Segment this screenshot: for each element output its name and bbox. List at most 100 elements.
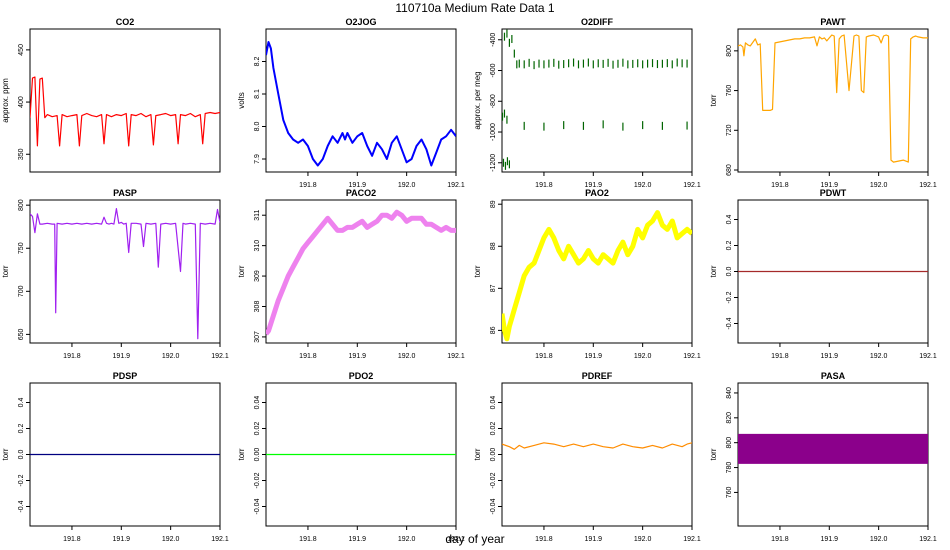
data-area (502, 29, 688, 170)
x-tick-label: 192.0 (634, 353, 652, 360)
plot-frame (265, 28, 457, 173)
panel-title: CO2 (116, 17, 135, 27)
panel-title: O2DIFF (581, 17, 614, 27)
y-tick-label: 720 (726, 124, 733, 136)
y-axis-label: torr (1, 265, 10, 277)
panel-title: PDREF (582, 371, 613, 381)
y-tick-label: 450 (18, 44, 25, 56)
panel-pdo2: PDO2 torr -0.04 -0.02 0.00 0.02 0.04 191.8 191.9… (237, 371, 465, 543)
y-tick-label: 0.02 (490, 422, 497, 436)
y-tick-label: 800 (726, 437, 733, 449)
x-tick-label: 191.9 (349, 353, 367, 360)
y-tick-label: 311 (254, 210, 261, 221)
series-line-0 (30, 76, 220, 147)
panel-title: PACO2 (346, 188, 376, 198)
y-axis-label: torr (237, 265, 246, 277)
y-axis-label: torr (473, 448, 482, 460)
x-tick-label: 192.1 (211, 536, 229, 543)
y-tick-label: 820 (726, 412, 733, 424)
panel-pasp: PASP torr 650 700 750 800 191.8 191.9 192.0 192.1 (1, 188, 229, 360)
x-tick-label: 192.1 (919, 353, 937, 360)
x-tick-label: 191.8 (771, 182, 789, 189)
y-tick-label: -1200 (490, 154, 497, 172)
panel-pdsp: PDSP torr -0.4 -0.2 0.0 0.2 0.4 191.8 191.9 192.0… (1, 371, 229, 543)
x-tick-label: 191.8 (535, 182, 553, 189)
plot-frame (501, 28, 693, 173)
panel-paco2: PACO2 torr 307 308 309 310 311 191.8 191.9 192.0 1… (237, 188, 465, 360)
y-tick-label: -0.4 (726, 317, 733, 329)
x-tick-label: 191.9 (821, 536, 839, 543)
series-line-0 (502, 442, 692, 450)
x-tick-label: 192.0 (634, 182, 652, 189)
x-tick-label: 192.1 (211, 353, 229, 360)
y-tick-label: 840 (726, 387, 733, 399)
x-tick-label: 192.0 (398, 536, 416, 543)
x-tick-label: 192.1 (447, 182, 465, 189)
y-tick-label: 780 (726, 462, 733, 474)
y-tick-label: -600 (490, 63, 497, 77)
plot-frame (501, 382, 693, 527)
x-tick-label: 191.9 (585, 353, 603, 360)
y-tick-label: 8.2 (254, 57, 261, 67)
y-tick-label: -0.02 (254, 472, 261, 488)
x-tick-label: 192.0 (870, 182, 888, 189)
data-area (30, 76, 220, 147)
y-tick-label: 309 (254, 270, 261, 282)
x-tick-label: 192.1 (919, 536, 937, 543)
y-axis-label: approx. ppm (1, 78, 10, 123)
y-axis-label: torr (709, 448, 718, 460)
data-area (502, 210, 692, 342)
y-tick-label: 0.0 (18, 450, 25, 460)
x-tick-label: 192.1 (683, 353, 701, 360)
x-axis-label: day of year (445, 532, 505, 546)
y-tick-label: -0.2 (18, 474, 25, 486)
y-tick-label: -1000 (490, 123, 497, 141)
panel-title: PDO2 (349, 371, 374, 381)
x-tick-label: 191.8 (299, 182, 317, 189)
y-tick-label: 650 (18, 328, 25, 340)
y-tick-label: 0.0 (726, 267, 733, 277)
y-tick-label: 8.1 (254, 89, 261, 99)
y-tick-label: 800 (18, 199, 25, 211)
y-tick-label: 308 (254, 301, 261, 313)
panel-pdref: PDREF torr -0.04 -0.02 0.00 0.02 0.04 191.8 191.… (473, 371, 701, 543)
y-axis-label: volts (237, 92, 246, 108)
x-tick-label: 192.0 (162, 536, 180, 543)
y-tick-label: 310 (254, 240, 261, 252)
y-tick-label: 86 (490, 326, 497, 334)
y-tick-label: 0.4 (726, 215, 733, 225)
x-tick-label: 192.1 (683, 182, 701, 189)
y-tick-label: 0.00 (490, 448, 497, 462)
plot-frame (737, 28, 929, 173)
panel-title: PASP (113, 188, 137, 198)
y-tick-label: -400 (490, 33, 497, 47)
y-tick-label: 800 (726, 45, 733, 57)
y-tick-label: 0.04 (490, 396, 497, 410)
panel-title: PDSP (113, 371, 138, 381)
x-tick-label: 192.0 (634, 536, 652, 543)
x-tick-label: 192.0 (162, 353, 180, 360)
y-tick-label: -800 (490, 94, 497, 108)
x-tick-label: 191.9 (585, 536, 603, 543)
panel-o2jog: O2JOG volts 7.9 8.0 8.1 8.2 191.8 191.9 192.0 192… (237, 17, 465, 189)
panel-pdwt: PDWT torr -0.4 -0.2 0.0 0.2 0.4 191.8 191.9 192.0… (709, 188, 937, 360)
panel-title: PAWT (820, 17, 846, 27)
page-title: 110710a Medium Rate Data 1 (395, 1, 555, 15)
y-tick-label: -0.04 (490, 498, 497, 514)
y-tick-label: 760 (726, 85, 733, 97)
y-tick-label: 700 (18, 285, 25, 297)
series-line-0 (30, 208, 220, 340)
y-tick-label: -0.02 (490, 472, 497, 488)
x-tick-label: 192.0 (398, 182, 416, 189)
data-area (266, 209, 456, 336)
panel-pao2: PAO2 torr 86 87 88 89 191.8 191.9 192.0 192.1 (473, 188, 701, 360)
x-tick-label: 191.8 (299, 536, 317, 543)
data-area (30, 208, 220, 340)
y-tick-label: 0.02 (254, 422, 261, 436)
y-tick-label: 0.4 (18, 398, 25, 408)
x-tick-label: 191.8 (771, 536, 789, 543)
series-line-0 (266, 209, 456, 336)
x-tick-label: 191.9 (821, 182, 839, 189)
plot-frame (265, 199, 457, 344)
y-tick-label: 400 (18, 96, 25, 108)
